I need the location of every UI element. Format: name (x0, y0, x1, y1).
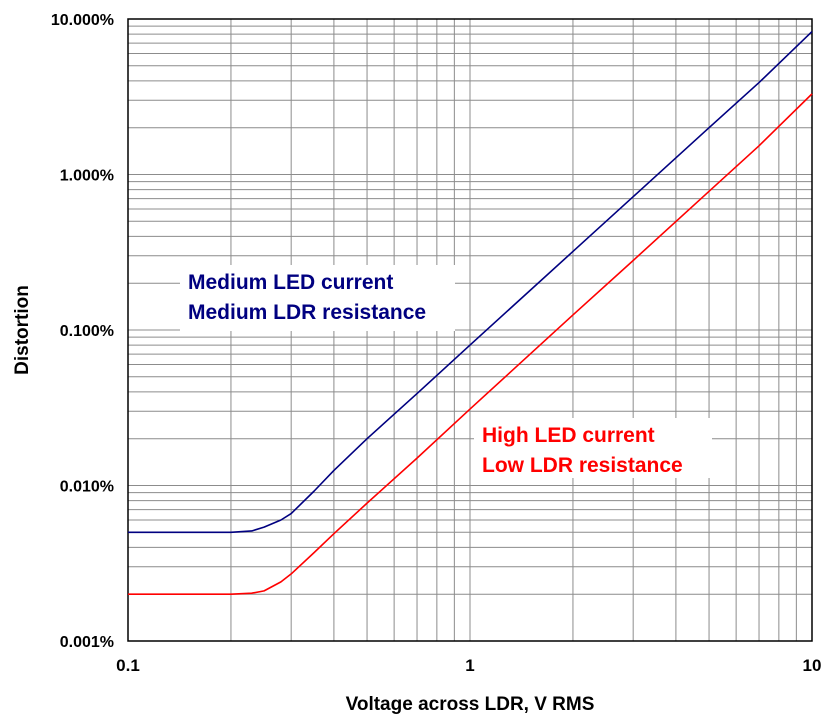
annotation-text: Low LDR resistance (482, 454, 683, 477)
x-axis-title: Voltage across LDR, V RMS (346, 694, 595, 715)
y-tick-label: 1.000% (60, 168, 114, 185)
x-axis-tick-labels: 0.1 1 10 (116, 656, 821, 675)
x-tick-label: 10 (803, 656, 822, 675)
y-tick-label: 0.010% (60, 479, 114, 496)
annotation-background (180, 265, 455, 331)
y-tick-label: 0.100% (60, 323, 114, 340)
series-layer (128, 31, 813, 595)
y-axis-tick-labels: 0.001% 0.010% 0.100% 1.000% 10.000% (51, 12, 114, 651)
grid-lines (127, 19, 812, 642)
annotation-text: High LED current (482, 424, 655, 447)
series-line-2 (128, 93, 813, 595)
series-line-1 (128, 31, 813, 534)
x-tick-label: 1 (465, 656, 474, 675)
y-tick-label: 0.001% (60, 634, 114, 651)
y-axis-title: Distortion (12, 285, 33, 375)
annotations: Medium LED current Medium LDR resistance H… (180, 265, 712, 478)
y-tick-label: 10.000% (51, 12, 114, 29)
annotation-text: Medium LED current (188, 271, 393, 294)
plot-area-frame (127, 18, 813, 642)
annotation-background (474, 418, 712, 478)
x-tick-label: 0.1 (116, 656, 140, 675)
annotation-text: Medium LDR resistance (188, 301, 426, 324)
